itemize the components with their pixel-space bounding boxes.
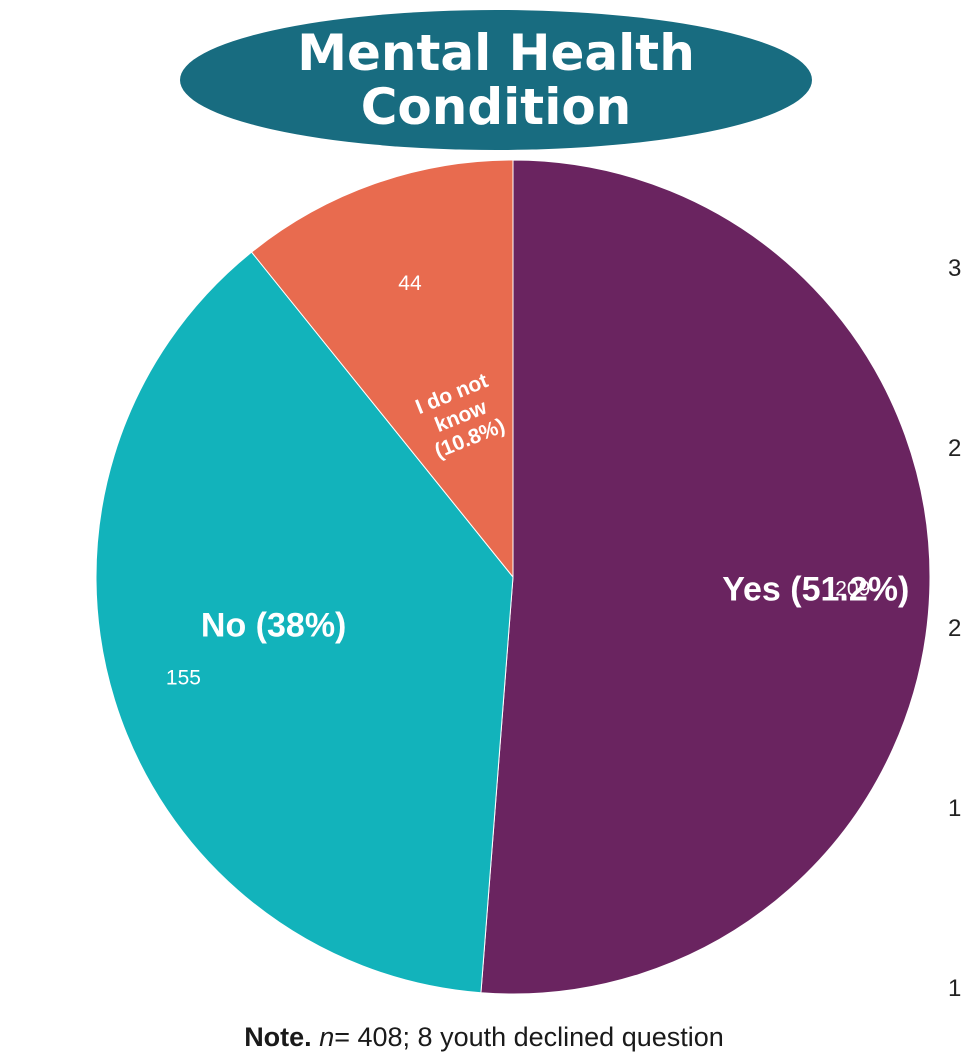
edge-tick-label: 1 — [948, 795, 962, 822]
note-italic: n — [319, 1022, 335, 1052]
pie-slice-yes — [480, 159, 931, 995]
category-label-yes: Yes (51.2%) — [722, 570, 909, 608]
category-label-no: No (38%) — [201, 606, 346, 644]
edge-tick-label: 3 — [948, 255, 962, 282]
data-label-value: 155 — [166, 667, 201, 690]
pie-slice-unknown — [250, 159, 514, 579]
chart-title: Mental Health Condition — [297, 24, 695, 136]
pie-slice-no — [95, 251, 514, 994]
note-text: = 408; 8 youth declined question — [334, 1022, 724, 1052]
chart-note: Note. n= 408; 8 youth declined question — [0, 1022, 968, 1053]
note-bold: Note. — [244, 1022, 312, 1052]
chart-title-pill: Mental Health Condition — [180, 10, 812, 150]
edge-tick-label: 1 — [948, 975, 962, 1002]
data-label-value: 209 — [835, 578, 870, 601]
data-label-value: 44 — [398, 272, 422, 295]
edge-tick-label: 2 — [948, 615, 962, 642]
edge-tick-label: 2 — [948, 435, 962, 462]
